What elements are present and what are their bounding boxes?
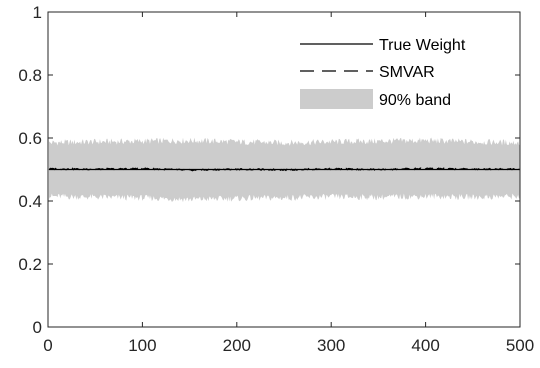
axes-layer: 0 100 200 300 400 500 0 0.2 0.4 0.6 0.8 1 <box>18 3 534 355</box>
line-layer <box>48 167 521 172</box>
x-tick-label: 0 <box>43 336 52 355</box>
x-tick-label: 100 <box>128 336 156 355</box>
y-tick-label: 1 <box>33 3 42 22</box>
legend: True Weight SMVAR 90% band <box>300 37 466 109</box>
legend-label: 90% band <box>379 92 451 109</box>
legend-swatch-band <box>300 89 373 109</box>
y-tick-label: 0 <box>33 318 42 337</box>
x-tick-label: 200 <box>223 336 251 355</box>
plot-frame <box>47 11 521 328</box>
x-tick-label: 500 <box>506 336 534 355</box>
y-tick-label: 0.2 <box>18 255 42 274</box>
x-tick-label: 300 <box>317 336 345 355</box>
y-tick-label: 0.4 <box>18 192 42 211</box>
y-tick-label: 0.8 <box>18 66 42 85</box>
legend-label: True Weight <box>379 37 466 54</box>
x-tick-label: 400 <box>411 336 439 355</box>
y-tick-label: 0.6 <box>18 129 42 148</box>
legend-label: SMVAR <box>379 64 435 81</box>
